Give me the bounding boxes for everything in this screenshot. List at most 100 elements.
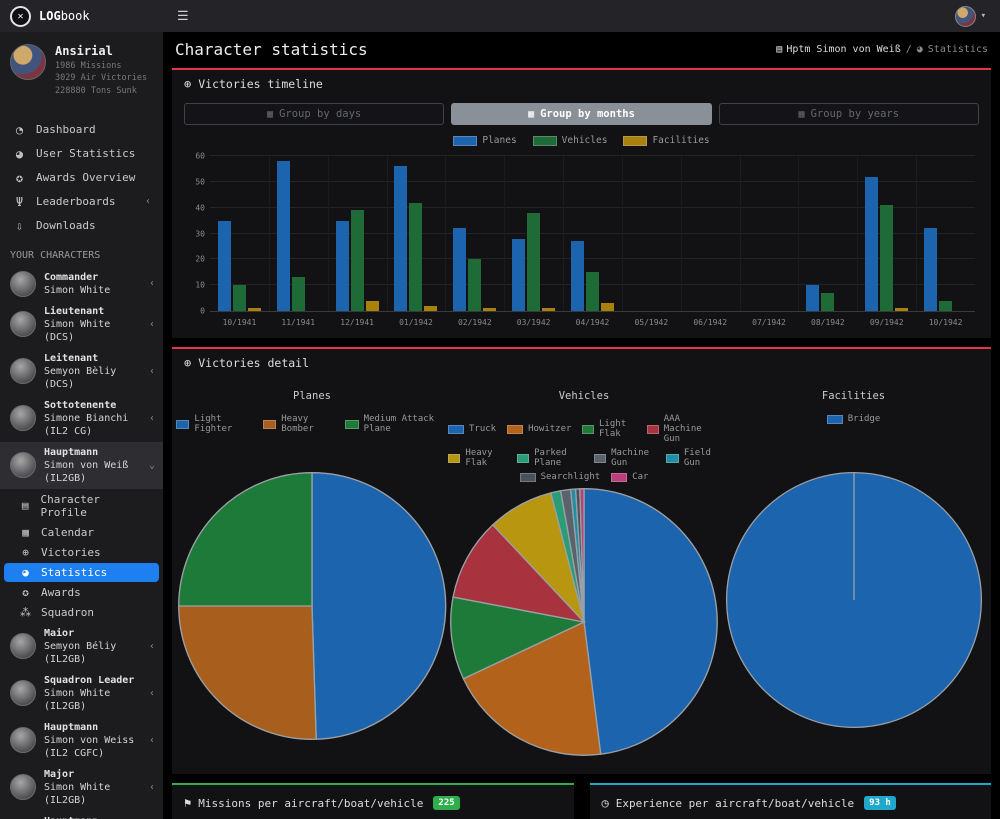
bar-planes[interactable] [806, 285, 820, 311]
bar-vehicles[interactable] [527, 212, 541, 311]
victories-timeline-panel: ⊕ Victories timeline ▦ Group by days ▦ Grou… [172, 68, 991, 338]
tab-calendar[interactable]: ▦ Calendar [4, 523, 159, 542]
legend-swatch [516, 453, 530, 463]
bar-vehicles[interactable] [409, 202, 423, 311]
legend-item-truck: Truck [448, 414, 496, 444]
bar-vehicles[interactable] [821, 292, 835, 311]
bar-vehicles[interactable] [350, 210, 364, 311]
calendar-icon: ▦ [267, 108, 274, 120]
x-tick-label: 01/1942 [399, 318, 433, 327]
bar-facilities[interactable] [542, 308, 556, 311]
bar-chart-plot: 0 10 20 30 40 50 60 [195, 152, 975, 316]
legend-label: Bridge [847, 414, 881, 424]
sidebar-item-label: User Statistics [36, 147, 136, 161]
bar-facilities[interactable] [247, 308, 261, 311]
bar-group-04-1942 [563, 156, 622, 311]
group-by-months-button[interactable]: ▦ Group by months [451, 103, 712, 125]
bar-vehicles[interactable] [468, 259, 482, 311]
character-text: Maior Semyon Béliy (IL2GB) [44, 627, 141, 666]
character-item-simon-von-wei-il2gb[interactable]: Hauptmann Simon von Weiß (IL2GB) ⌄ [0, 441, 163, 489]
legend-swatch [453, 135, 478, 146]
x-tick-label: 10/1942 [928, 318, 963, 327]
bar-planes[interactable] [570, 241, 584, 311]
bar-facilities[interactable] [895, 308, 909, 311]
legend-swatch [345, 419, 359, 429]
chevron-left-icon: ‹ [144, 196, 151, 208]
bar-facilities[interactable] [424, 305, 438, 311]
user-stat-tons: 228880 Tons Sunk [55, 85, 137, 96]
character-rank: Hauptmann [44, 446, 99, 458]
user-menu-button[interactable]: ▾ [954, 5, 986, 27]
submenu-item-label: Character Profile [40, 492, 101, 519]
pie-chart-icon: ◕ [916, 44, 923, 55]
pie-chart-vehicles[interactable] [448, 486, 720, 758]
victories-detail-panel: ⊕ Victories detail Planes Light Fighter He… [172, 347, 991, 774]
tab-statistics[interactable]: ◕ Statistics [4, 562, 159, 582]
bar-planes[interactable] [865, 176, 879, 311]
legend-item-planes: Planes [453, 135, 517, 146]
legend-label: Field Gun [683, 448, 711, 468]
bar-facilities[interactable] [483, 308, 497, 311]
bar-vehicles[interactable] [880, 205, 894, 311]
bar-group-02-1942 [445, 156, 504, 311]
chevron-left-icon: ‹ [148, 734, 155, 746]
legend-label: Truck [469, 424, 497, 434]
tab-victories[interactable]: ⊕ Victories [4, 543, 159, 562]
legend-swatch [448, 424, 464, 434]
character-item-simon-white[interactable]: Commander Simon White ‹ [0, 267, 163, 301]
bar-vehicles[interactable] [939, 300, 953, 311]
legend-row: Heavy Flak Parked Plane Machine Gun Field G… [448, 448, 720, 468]
brand-name-bold: LOG [39, 9, 61, 23]
tab-squadron[interactable]: ⁂ Squadron [4, 603, 159, 622]
character-name: Simon White [44, 284, 111, 296]
bar-planes[interactable] [394, 166, 408, 311]
sidebar-item-downloads[interactable]: ⇩ Downloads [0, 214, 163, 238]
character-item-semyon-b-liy-il2gb[interactable]: Maior Semyon Béliy (IL2GB) ‹ [0, 623, 163, 670]
user-avatar[interactable] [10, 44, 46, 80]
pie-chart-facilities[interactable] [724, 470, 984, 730]
character-item-simon-white-il2gb[interactable]: Major Simon White (IL2GB) ‹ [0, 764, 163, 811]
legend-item-vehicles: Vehicles [532, 135, 607, 146]
character-item-simon-white-il2gb[interactable]: Squadron Leader Simon White (IL2GB) ‹ [0, 670, 163, 717]
bar-vehicles[interactable] [232, 285, 246, 311]
character-item-simone-bianchi-il2-cg[interactable]: Sottotenente Simone Bianchi (IL2 CG) ‹ [0, 395, 163, 442]
pie-chart-planes[interactable] [176, 470, 448, 742]
pie-slice-howitzer [462, 620, 602, 756]
bar-planes[interactable] [276, 161, 290, 311]
bar-planes[interactable] [453, 228, 467, 311]
bar-facilities[interactable] [365, 300, 379, 311]
x-axis-labels: 10/1941 11/1941 12/1941 01/1942 02/1942 03/19… [210, 314, 975, 328]
user-name: Ansirial [55, 44, 113, 58]
brand[interactable]: ✕ LOGbook [0, 0, 163, 32]
bar-planes[interactable] [335, 220, 349, 311]
character-item-semyon-b-liy-dcs[interactable]: Leitenant Semyon Bèliy (DCS) ‹ [0, 348, 163, 395]
chevron-down-icon: ⌄ [148, 459, 155, 471]
bar-vehicles[interactable] [585, 272, 599, 311]
sidebar-item-leaderboards[interactable]: Ψ Leaderboards ‹ [0, 190, 163, 214]
tab-character-profile[interactable]: ▤ Character Profile [4, 490, 159, 522]
bar-facilities[interactable] [600, 303, 614, 311]
sidebar-item-dashboard[interactable]: ◔ Dashboard [0, 118, 163, 142]
sidebar-item-awards-overview[interactable]: ✪ Awards Overview [0, 166, 163, 190]
pie-legend: Truck Howitzer Light Flak AAA Machine Gun He… [448, 414, 720, 482]
menu-toggle-icon[interactable]: ☰ [177, 8, 189, 24]
character-item-simon-white-dcs[interactable]: Lieutenant Simon White (DCS) ‹ [0, 301, 163, 348]
bar-vehicles[interactable] [291, 277, 305, 311]
character-item-simon-von-weiss-il2-cgfc[interactable]: Hauptmann Simon von Weiss (IL2 CGFC) ‹ [0, 717, 163, 764]
bar-planes[interactable] [217, 220, 231, 311]
avatar [10, 358, 36, 385]
group-by-days-button[interactable]: ▦ Group by days [184, 103, 445, 125]
character-rank: Major [44, 768, 75, 780]
tab-awards[interactable]: ✪ Awards [4, 583, 159, 602]
chevron-left-icon: ‹ [148, 318, 155, 330]
bar-planes[interactable] [924, 228, 938, 311]
folder-icon: ▤ [776, 44, 783, 55]
sidebar-item-user-statistics[interactable]: ◕ User Statistics [0, 142, 163, 166]
bar-planes[interactable] [512, 238, 526, 311]
legend-row: Truck Howitzer Light Flak AAA Machine Gun [448, 414, 720, 444]
group-by-years-button[interactable]: ▦ Group by years [718, 103, 979, 125]
breadcrumb-parent[interactable]: ▤ Hptm Simon von Weiß [776, 44, 901, 55]
x-tick-label: 02/1942 [457, 318, 492, 327]
x-tick-label: 07/1942 [752, 318, 786, 327]
